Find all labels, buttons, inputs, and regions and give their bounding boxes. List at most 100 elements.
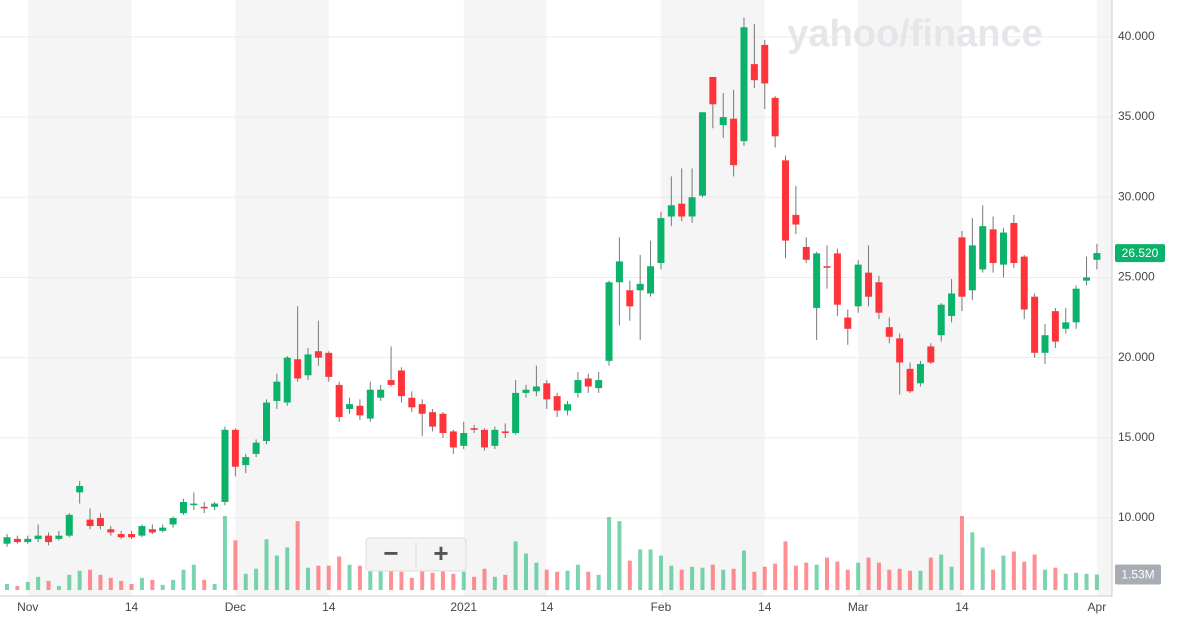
- bands: [0, 0, 1112, 596]
- volume-bar: [1022, 561, 1027, 590]
- volume-bar: [627, 560, 632, 590]
- candle-body: [771, 97, 779, 137]
- volume-bar: [731, 568, 736, 590]
- volume-bar: [596, 574, 601, 590]
- volume-bar: [5, 583, 9, 590]
- candle-body: [13, 538, 21, 543]
- zoom-out-label[interactable]: −: [383, 538, 398, 568]
- zoom-in[interactable]: +: [433, 538, 448, 568]
- candle-body: [844, 317, 852, 329]
- candle-body: [346, 404, 354, 409]
- candle-body: [1020, 256, 1028, 310]
- candle-body: [460, 433, 468, 446]
- band: [463, 0, 547, 596]
- volume-bar: [887, 569, 892, 590]
- candle-body: [999, 232, 1007, 265]
- volume-bar: [949, 566, 954, 590]
- volume-bar: [970, 532, 975, 590]
- volume-bar: [212, 583, 217, 590]
- volume-bar: [1011, 551, 1016, 590]
- volume-bar: [1053, 567, 1058, 590]
- candle-body: [522, 389, 530, 393]
- volume-bar: [856, 562, 861, 590]
- volume-bar: [337, 556, 342, 590]
- volume-bar: [804, 562, 809, 590]
- volume-bar: [399, 571, 404, 590]
- volume-badge: [1115, 564, 1161, 585]
- candle-body: [854, 264, 862, 307]
- volume-bar: [700, 567, 705, 590]
- y-tick-label: 35.000: [1118, 109, 1155, 123]
- volume-bar: [721, 569, 726, 590]
- candle-body: [948, 293, 956, 316]
- candle-body: [387, 380, 395, 385]
- volume-bar: [472, 576, 477, 590]
- candle-body: [740, 27, 748, 142]
- volume-bar: [928, 557, 933, 590]
- candle-body: [491, 429, 499, 446]
- candle-body: [813, 253, 821, 308]
- candle-body: [107, 529, 115, 533]
- candle-body: [501, 431, 509, 434]
- candle-body: [553, 396, 561, 411]
- candle-body: [55, 535, 63, 539]
- volume-bar: [876, 562, 881, 590]
- volume-bar: [274, 555, 279, 590]
- candle-body: [698, 112, 706, 196]
- candle-body: [117, 534, 125, 538]
- volume-bar: [139, 577, 144, 590]
- volume-bar: [1043, 569, 1047, 590]
- x-tick-label: Mar: [848, 600, 869, 614]
- candle-body: [138, 526, 146, 536]
- candle-body: [159, 527, 167, 531]
- candle-body: [626, 290, 634, 307]
- candle-body: [480, 429, 488, 448]
- candle-body: [1093, 253, 1101, 260]
- volume-bar: [1032, 554, 1037, 590]
- x-tick-label: 2021: [450, 600, 477, 614]
- volume-bar: [420, 567, 425, 590]
- candle-body: [595, 380, 603, 389]
- zoom-in-label[interactable]: +: [433, 538, 448, 568]
- volume-bar: [222, 516, 227, 590]
- volume-bar: [378, 564, 383, 590]
- volume-bar: [316, 565, 321, 590]
- volume-bar: [1074, 572, 1079, 590]
- volume-bar: [409, 577, 414, 590]
- candle-body: [397, 370, 405, 397]
- volume-bar: [98, 574, 103, 590]
- candle-body: [1031, 296, 1039, 353]
- volume-bar: [586, 571, 591, 590]
- last-price-badge: [1115, 244, 1165, 263]
- candle-body: [470, 428, 478, 430]
- candle-body: [242, 457, 250, 466]
- volume-bar: [15, 585, 20, 590]
- candle-body: [169, 518, 177, 525]
- candle-body: [761, 44, 769, 84]
- volume-bar: [866, 557, 871, 590]
- candle-body: [377, 389, 385, 398]
- volume-label: 1.53M: [1121, 568, 1154, 582]
- volume-bar: [461, 571, 466, 590]
- candle-body: [605, 282, 613, 361]
- candle-body: [896, 338, 904, 363]
- band: [858, 0, 962, 596]
- candle-body: [709, 76, 717, 105]
- volume-bar: [440, 570, 445, 590]
- x-tick-label: 14: [125, 600, 139, 614]
- volume-bar: [648, 549, 653, 590]
- last-price-label: 26.520: [1122, 246, 1159, 260]
- x-tick-label: 14: [540, 600, 554, 614]
- volume-bar: [1001, 555, 1006, 590]
- band: [235, 0, 329, 596]
- volume-bar: [991, 569, 996, 590]
- volume-bar: [897, 568, 902, 590]
- zoom-out[interactable]: −: [383, 538, 398, 568]
- y-tick-label: 30.000: [1118, 189, 1155, 203]
- candle-body: [657, 218, 665, 264]
- x-tick-label: 14: [322, 600, 336, 614]
- volume-bar: [1084, 573, 1089, 590]
- volume-bar: [56, 585, 61, 590]
- volume-bar: [347, 564, 352, 590]
